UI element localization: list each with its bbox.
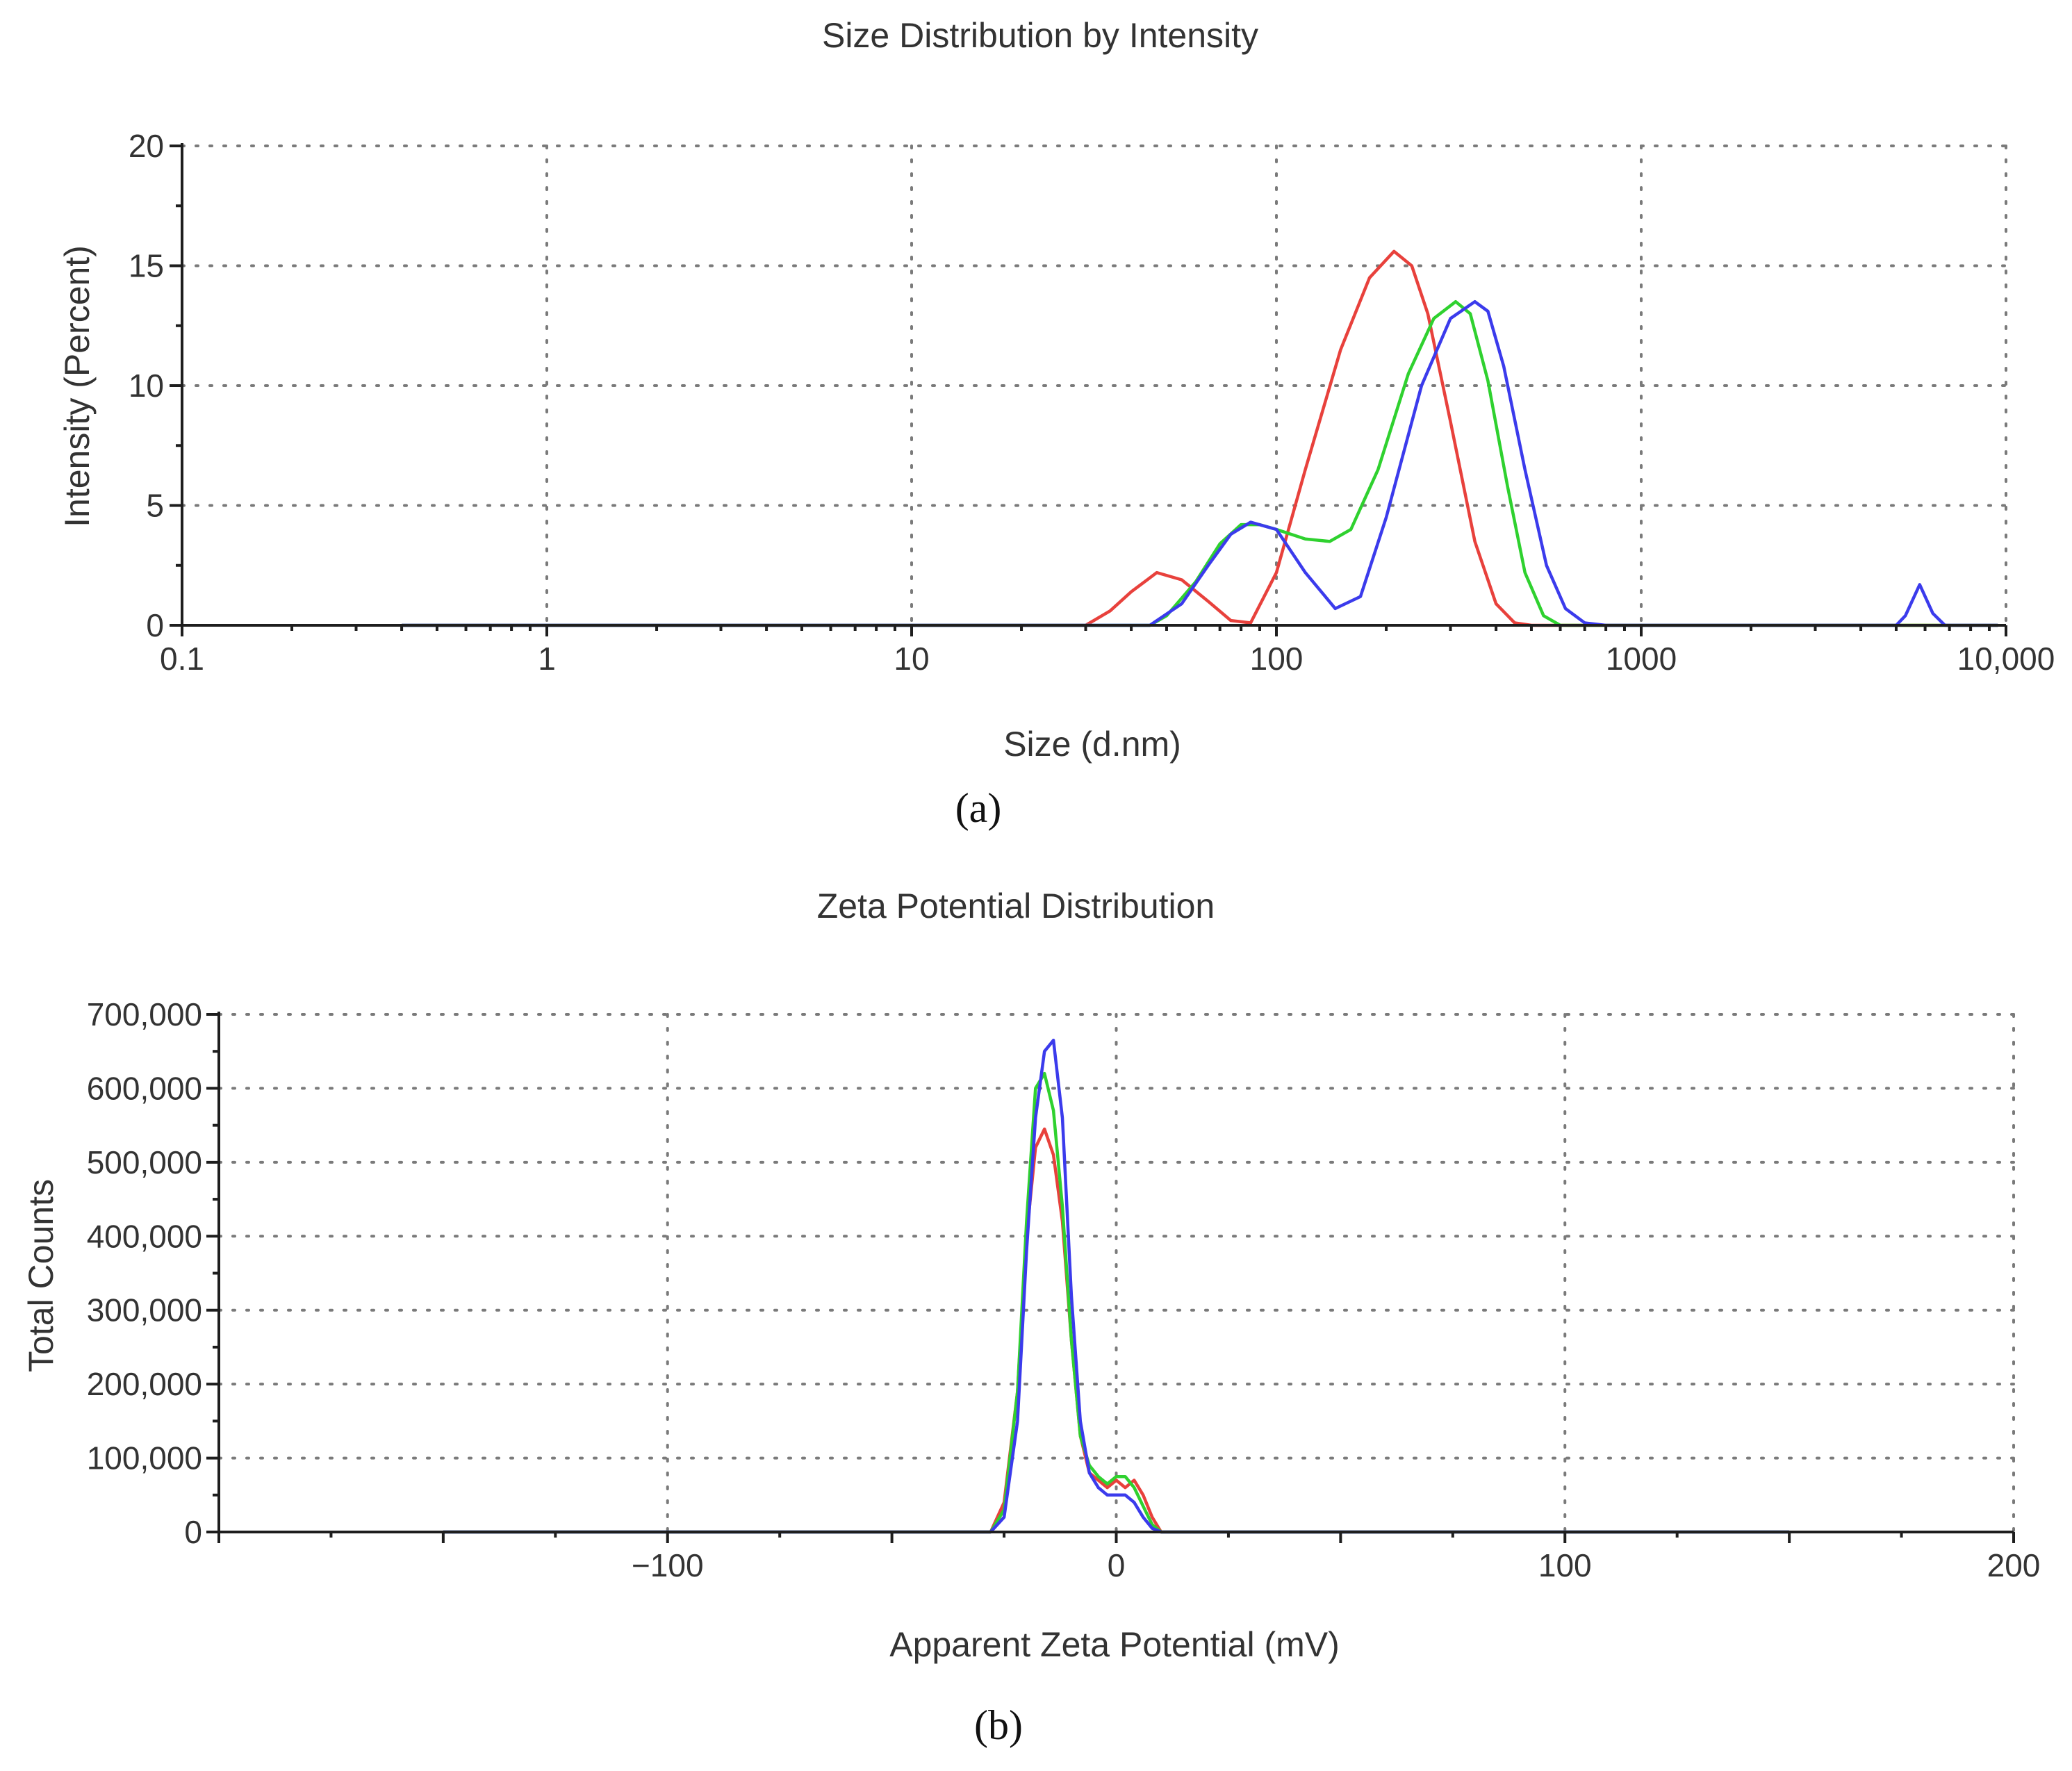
y-tick-label: 200,000 <box>87 1366 202 1402</box>
chart-b-ylabel: Total Counts <box>22 1179 60 1372</box>
x-tick-label: 100 <box>1538 1547 1592 1583</box>
chart-a-xlabel: Size (d.nm) <box>1003 725 1181 764</box>
chart-b-series <box>443 1039 1790 1534</box>
y-tick-label: 600,000 <box>87 1070 202 1106</box>
x-tick-label: 200 <box>1987 1547 2041 1583</box>
x-tick-label: 0 <box>1108 1547 1126 1583</box>
y-tick-label: 700,000 <box>87 996 202 1032</box>
series-line-blue <box>443 1039 1790 1534</box>
y-tick-label: 10 <box>129 368 164 404</box>
chart-a-title: Size Distribution by Intensity <box>822 16 1258 55</box>
chart-b-axes <box>206 1012 2015 1543</box>
y-tick-label: 100,000 <box>87 1440 202 1476</box>
y-tick-label: 300,000 <box>87 1292 202 1328</box>
y-tick-label: 5 <box>146 488 164 524</box>
chart-b-tick-labels: 0 100,000 200,000 300,000 400,000 500,000 600,… <box>87 996 2041 1583</box>
x-tick-label: 1000 <box>1606 641 1677 677</box>
x-tick-label: 10,000 <box>1957 641 2055 677</box>
chart-a-axes <box>170 143 2007 636</box>
y-tick-label: 0 <box>184 1514 202 1550</box>
chart-b-xlabel: Apparent Zeta Potential (mV) <box>889 1625 1340 1664</box>
chart-a-tick-labels: 0 5 10 15 20 0.1 1 10 100 1000 10,000 <box>129 128 2055 677</box>
y-tick-label: 400,000 <box>87 1218 202 1254</box>
x-tick-label: 0.1 <box>160 641 204 677</box>
panel-b-zeta-potential: Zeta Potential Distribution 0 100,000 200,… <box>22 887 2040 1748</box>
chart-a-ylabel: Intensity (Percent) <box>58 245 97 527</box>
y-tick-label: 500,000 <box>87 1144 202 1180</box>
y-tick-label: 0 <box>146 607 164 643</box>
chart-b-caption: (b) <box>974 1702 1023 1748</box>
chart-b-title: Zeta Potential Distribution <box>817 887 1215 925</box>
y-tick-label: 15 <box>129 248 164 284</box>
chart-b-grid <box>217 1013 2015 1533</box>
chart-a-caption: (a) <box>955 785 1002 831</box>
panel-a-size-distribution: Size Distribution by Intensity 051015200… <box>58 16 2055 831</box>
y-tick-label: 20 <box>129 128 164 164</box>
series-line-blue <box>402 299 1998 627</box>
x-tick-label: 100 <box>1250 641 1304 677</box>
series-line-green <box>443 1071 1790 1534</box>
chart-a-grid <box>181 145 2007 627</box>
chart-a-series <box>402 249 1998 627</box>
series-line-red <box>402 249 1998 627</box>
x-tick-label: 1 <box>538 641 556 677</box>
x-tick-label: 10 <box>894 641 929 677</box>
x-tick-label: −100 <box>632 1547 704 1583</box>
